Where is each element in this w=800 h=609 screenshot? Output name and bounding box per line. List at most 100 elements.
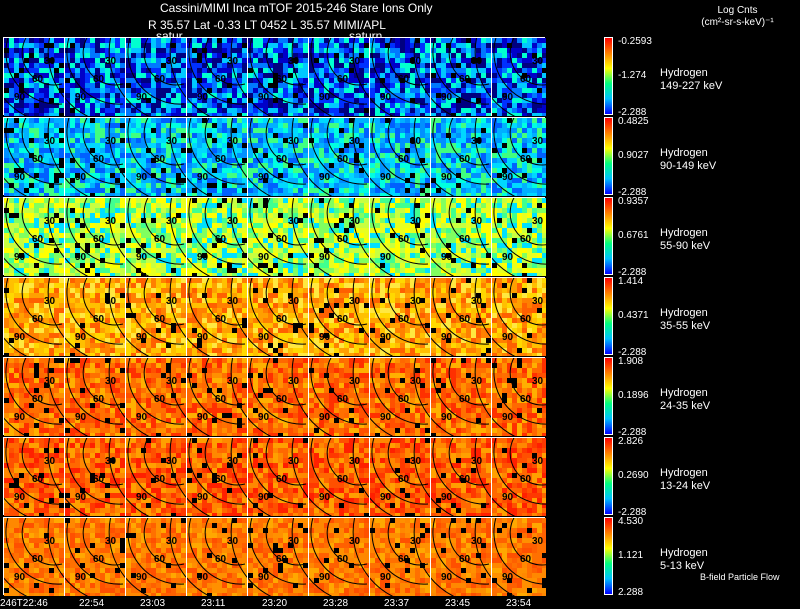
pixel (75, 113, 80, 116)
pixel (24, 88, 29, 93)
pixel (70, 63, 75, 68)
pixel (232, 153, 237, 158)
pixel (339, 248, 344, 253)
pixel (105, 48, 110, 53)
pixel (263, 63, 268, 68)
pixel (512, 133, 517, 138)
pixel (34, 213, 39, 218)
pixel (187, 253, 192, 258)
pixel (65, 48, 70, 53)
pixel (522, 158, 527, 163)
pixel (258, 243, 263, 248)
pixel (181, 238, 186, 243)
pixel (431, 48, 436, 53)
pixel (522, 63, 527, 68)
pixel (95, 118, 100, 123)
pixel (217, 123, 222, 128)
pixel (512, 178, 517, 183)
pixel (278, 153, 283, 158)
pixel (202, 168, 207, 173)
pixel (75, 133, 80, 138)
pixel (181, 53, 186, 58)
pixel (100, 138, 105, 143)
pixel (303, 243, 308, 248)
pixel (105, 78, 110, 83)
pixel (95, 148, 100, 153)
pixel (29, 133, 34, 138)
pixel (522, 53, 527, 58)
pixel (471, 183, 476, 188)
pixel (273, 58, 278, 63)
pixel (390, 273, 395, 276)
pixel (283, 148, 288, 153)
pixel (410, 153, 415, 158)
pixel (502, 93, 507, 98)
pixel (49, 243, 54, 248)
pixel (375, 43, 380, 48)
pixel (176, 248, 181, 253)
pixel (110, 43, 115, 48)
pixel (242, 68, 247, 73)
pixel (126, 253, 131, 258)
pixel (410, 228, 415, 233)
pixel (405, 128, 410, 133)
pixel (542, 178, 546, 183)
pixel (207, 268, 212, 273)
pixel (298, 148, 303, 153)
pixel (492, 148, 497, 153)
pixel (207, 113, 212, 116)
pixel (207, 118, 212, 123)
pixel (354, 238, 359, 243)
pixel (146, 98, 151, 103)
pixel (232, 48, 237, 53)
pixel (512, 63, 517, 68)
pixel (248, 113, 253, 116)
pixel (181, 203, 186, 208)
pixel (70, 213, 75, 218)
pixel (324, 53, 329, 58)
pixel (268, 273, 273, 276)
pixel (253, 178, 258, 183)
pixel (120, 113, 125, 116)
pixel (232, 83, 237, 88)
pixel (517, 128, 522, 133)
pixel (253, 78, 258, 83)
pixel (95, 178, 100, 183)
pixel (273, 93, 278, 98)
pixel (156, 238, 161, 243)
pixel (344, 138, 349, 143)
pixel (9, 93, 14, 98)
pixel (395, 103, 400, 108)
pixel (375, 78, 380, 83)
pixel (278, 183, 283, 188)
pixel (126, 148, 131, 153)
pixel (29, 53, 34, 58)
pixel (481, 178, 486, 183)
pixel (370, 153, 375, 158)
pixel (527, 153, 532, 158)
pixel (146, 198, 151, 203)
pixel (339, 213, 344, 218)
pixel (227, 233, 232, 238)
pixel (395, 108, 400, 113)
pixel (202, 83, 207, 88)
pixel (486, 113, 491, 116)
pixel (334, 118, 339, 123)
pixel (481, 118, 486, 123)
pixel (187, 263, 192, 268)
pixel (202, 198, 207, 203)
pixel (161, 158, 166, 163)
pixel (537, 93, 542, 98)
pixel (329, 163, 334, 168)
pixel (248, 38, 253, 43)
pixel (431, 113, 436, 116)
contour-arc (5, 38, 63, 105)
pixel (466, 93, 471, 98)
pixel (390, 248, 395, 253)
pixel (222, 193, 227, 196)
pixel (354, 258, 359, 263)
pixel (314, 78, 319, 83)
pixel (115, 118, 120, 123)
contour-label: 90 (197, 172, 209, 183)
pixel (512, 143, 517, 148)
